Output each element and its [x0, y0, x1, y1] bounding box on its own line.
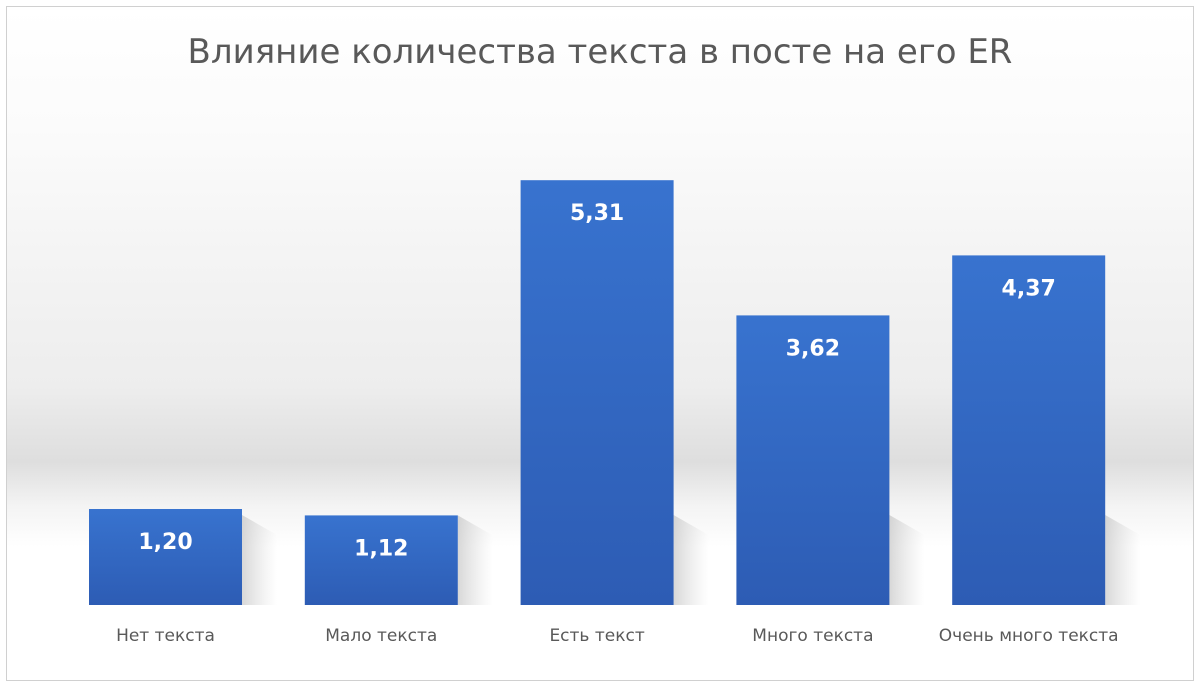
bar	[520, 180, 674, 605]
bar	[304, 515, 458, 605]
x-tick-label: Много текста	[752, 626, 873, 646]
data-label: 4,37	[1002, 276, 1056, 301]
bar	[89, 509, 242, 605]
bar-shadow	[457, 515, 493, 605]
x-tick-label: Нет текста	[116, 626, 215, 646]
data-label: 1,12	[354, 536, 408, 561]
bar-shadow	[673, 515, 709, 605]
bar-shadow	[242, 515, 277, 605]
data-label: 3,62	[786, 336, 840, 361]
data-label: 1,20	[138, 530, 192, 555]
data-label: 5,31	[570, 201, 624, 226]
x-tick-label: Мало текста	[325, 626, 437, 646]
bar-shadow	[889, 515, 925, 605]
bar	[952, 255, 1106, 605]
bar	[736, 315, 890, 605]
x-tick-label: Очень много текста	[939, 626, 1119, 646]
x-tick-label: Есть текст	[549, 626, 644, 646]
chart-title: Влияние количества текста в посте на его…	[187, 32, 1013, 72]
bar-shadow	[1105, 515, 1141, 605]
